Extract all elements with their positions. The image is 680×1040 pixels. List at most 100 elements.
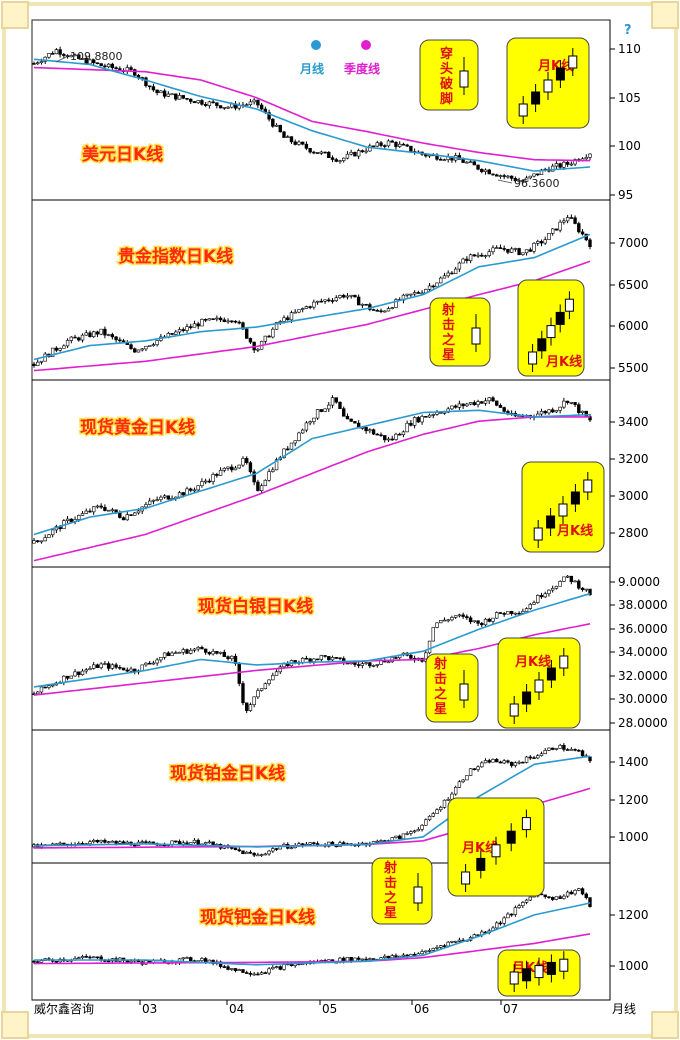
candle [491,758,495,763]
candle [327,656,331,661]
candle [32,61,36,65]
candle [297,140,301,146]
candle [174,650,178,654]
candle [196,485,200,492]
inset-label-char: 穿 [440,46,453,62]
legend-marker-month [311,40,321,50]
inset-candle-body [570,491,580,505]
candle [461,403,465,410]
candle [390,139,394,143]
candle [58,841,62,845]
candle [323,299,327,304]
candle [409,830,413,836]
candle [200,98,204,106]
candle [577,402,581,415]
x-unit-label: 月线 [612,1002,636,1016]
inset-label-char: 星 [442,348,455,363]
candle [461,612,465,619]
candle [487,617,491,623]
candle [263,335,268,344]
candle [312,150,316,155]
inset-label-char: 头 [440,61,453,77]
inset-label: 月K线 [514,654,551,670]
candle [147,345,152,348]
candle [95,956,100,959]
candle [364,662,368,665]
candle [88,955,92,960]
candle [73,669,77,677]
candle [106,333,111,337]
candle [476,620,480,626]
candle [439,945,443,950]
inset-label-char: 之 [384,890,397,906]
panel-title: 美元日K线 [82,144,163,165]
panel-4: 现货白银日K线 9.0000 38.0000 36.0000 34.0000 32.000… [32,575,668,730]
candle [95,663,100,669]
candle [121,840,126,844]
candle [446,797,450,801]
candle [136,839,141,846]
candle [476,164,480,171]
candle [536,239,540,246]
candle [427,815,432,822]
candle [334,157,338,163]
candle [32,361,36,368]
candle [92,58,96,66]
candle [491,173,495,176]
candle [356,956,361,961]
y-tick-label: 3400 [618,415,649,429]
candle [345,292,350,300]
candle [420,949,424,955]
candle [349,294,353,299]
inset-candle-body [583,479,593,493]
candle [453,615,458,620]
candle [319,654,324,663]
candle [237,464,241,469]
candle [233,101,238,111]
candle [88,666,92,671]
candle [487,249,491,258]
candle [207,839,212,844]
candle [390,953,394,959]
candle [192,838,197,844]
candle [133,68,137,77]
y-tick-label: 1200 [618,793,649,807]
candle [300,141,305,146]
candle [502,916,506,926]
candle [308,420,312,426]
candle [383,435,387,443]
candle [215,315,219,322]
candle [54,346,59,353]
candle [573,215,577,225]
panel-title: 贵金指数日K线 [118,246,233,267]
candle [39,686,44,695]
candle [110,507,115,513]
candle [588,897,592,908]
candle [506,610,510,615]
candle [472,768,477,771]
candle [159,657,163,663]
candle [289,442,294,450]
candle [342,157,346,163]
candle [244,702,249,714]
candle [442,272,447,279]
candle [259,688,264,692]
candle [151,342,156,347]
candle [375,839,380,843]
y-tick-label: 95 [618,188,633,202]
candle [256,479,260,492]
candle [453,404,458,409]
candle [159,495,163,502]
candle [580,887,585,896]
inset-candle-body [568,55,578,69]
candle [427,640,432,655]
candle [114,662,118,670]
candle [439,619,443,624]
candle [375,433,380,436]
y-tick-label: 3200 [618,452,649,466]
candle [412,290,417,297]
inset-label: 月K线 [545,354,582,370]
candle [99,839,103,844]
